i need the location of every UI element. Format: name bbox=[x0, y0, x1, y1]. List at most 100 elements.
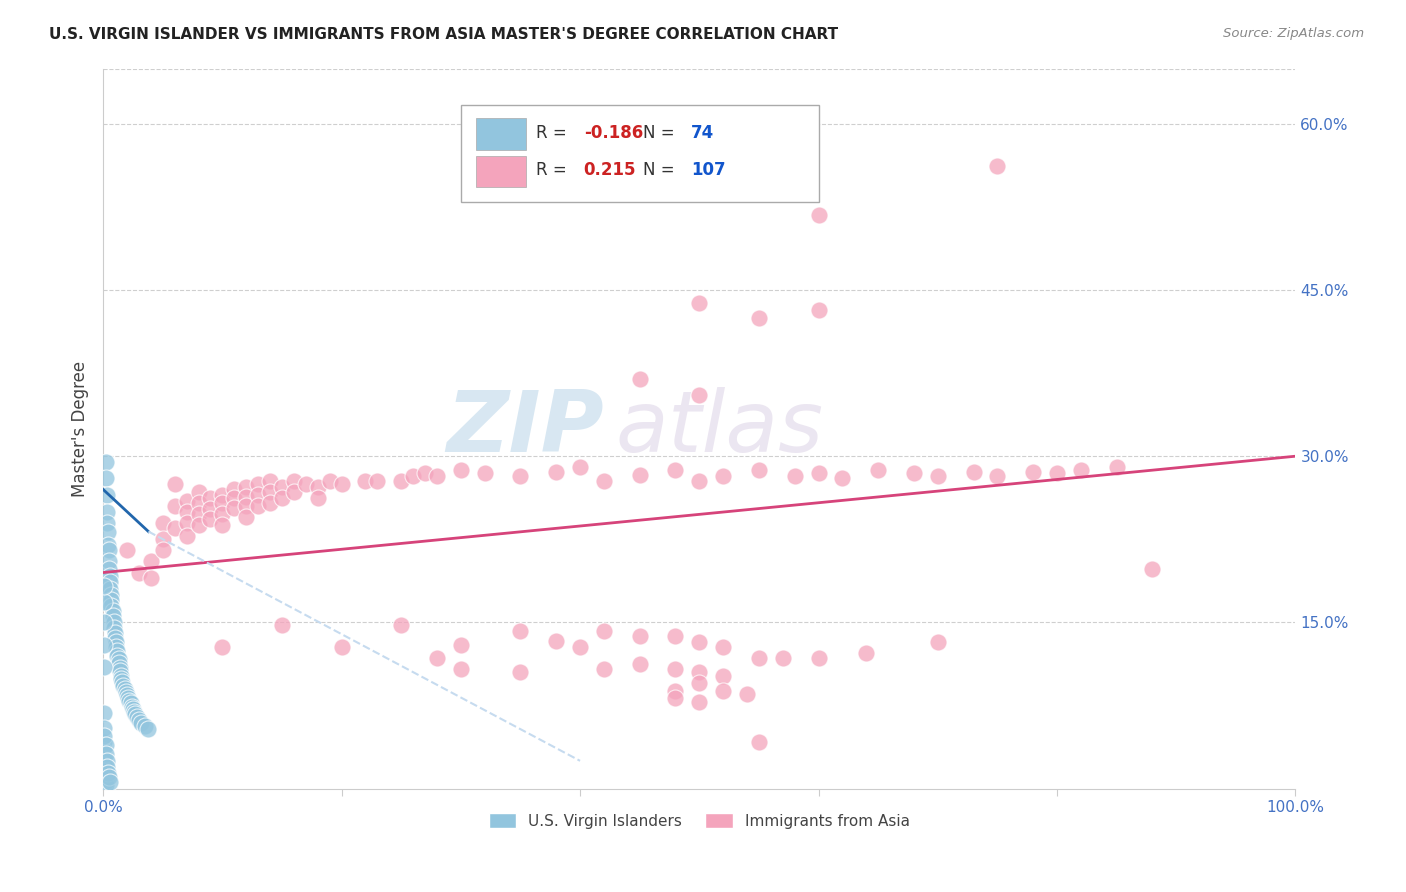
Point bbox=[93, 659, 115, 673]
Point bbox=[211, 507, 233, 521]
Text: ZIP: ZIP bbox=[446, 387, 605, 470]
Point bbox=[509, 469, 531, 483]
Point bbox=[93, 730, 115, 744]
Point bbox=[93, 751, 115, 765]
Point bbox=[93, 735, 115, 749]
Point bbox=[748, 650, 770, 665]
Point bbox=[450, 638, 472, 652]
Point bbox=[98, 543, 121, 558]
Point bbox=[783, 469, 806, 483]
Point bbox=[122, 705, 145, 719]
Point bbox=[124, 707, 146, 722]
Point bbox=[283, 474, 305, 488]
Text: U.S. VIRGIN ISLANDER VS IMMIGRANTS FROM ASIA MASTER'S DEGREE CORRELATION CHART: U.S. VIRGIN ISLANDER VS IMMIGRANTS FROM … bbox=[49, 27, 838, 42]
Point bbox=[664, 629, 686, 643]
Point bbox=[711, 469, 734, 483]
Point bbox=[664, 684, 686, 698]
Point bbox=[118, 694, 141, 708]
Point bbox=[176, 505, 198, 519]
Y-axis label: Master's Degree: Master's Degree bbox=[72, 360, 89, 497]
Point bbox=[831, 471, 853, 485]
Point bbox=[115, 689, 138, 703]
Point bbox=[94, 778, 117, 792]
Point bbox=[271, 617, 294, 632]
Point bbox=[98, 562, 121, 576]
Legend: U.S. Virgin Islanders, Immigrants from Asia: U.S. Virgin Islanders, Immigrants from A… bbox=[482, 806, 917, 835]
Point bbox=[114, 685, 136, 699]
Point bbox=[129, 716, 152, 731]
Point bbox=[330, 476, 353, 491]
Point bbox=[96, 760, 118, 774]
Point bbox=[98, 569, 121, 583]
Point bbox=[927, 469, 949, 483]
Point bbox=[117, 690, 139, 705]
Point bbox=[176, 529, 198, 543]
Point bbox=[807, 208, 830, 222]
Point bbox=[108, 664, 131, 678]
Point bbox=[807, 466, 830, 480]
Point bbox=[94, 455, 117, 469]
Point bbox=[200, 491, 222, 506]
Point bbox=[224, 483, 246, 497]
Point bbox=[593, 624, 616, 639]
Point bbox=[104, 631, 127, 645]
Text: atlas: atlas bbox=[616, 387, 824, 470]
Point bbox=[93, 579, 115, 593]
Point bbox=[247, 499, 270, 513]
Point bbox=[107, 648, 129, 663]
Point bbox=[97, 524, 120, 539]
Point bbox=[711, 668, 734, 682]
Text: R =: R = bbox=[536, 161, 572, 179]
Point bbox=[176, 516, 198, 530]
Point bbox=[96, 754, 118, 768]
Point bbox=[94, 773, 117, 788]
Point bbox=[748, 186, 770, 200]
Text: -0.186: -0.186 bbox=[583, 124, 643, 142]
Point bbox=[259, 474, 281, 488]
Text: Source: ZipAtlas.com: Source: ZipAtlas.com bbox=[1223, 27, 1364, 40]
Point bbox=[176, 493, 198, 508]
Point bbox=[187, 507, 209, 521]
Point bbox=[125, 709, 148, 723]
Point bbox=[450, 462, 472, 476]
Point bbox=[569, 460, 592, 475]
Point bbox=[986, 469, 1008, 483]
Point bbox=[748, 462, 770, 476]
Point bbox=[211, 496, 233, 510]
Point bbox=[111, 675, 134, 690]
Point bbox=[413, 466, 436, 480]
Point bbox=[93, 615, 115, 630]
Point bbox=[152, 543, 174, 558]
Point bbox=[235, 499, 257, 513]
Point bbox=[509, 624, 531, 639]
Point bbox=[235, 490, 257, 504]
Point bbox=[96, 488, 118, 502]
Point bbox=[108, 661, 131, 675]
Point bbox=[110, 668, 132, 682]
Point bbox=[271, 491, 294, 506]
Point bbox=[110, 672, 132, 686]
Point bbox=[187, 517, 209, 532]
Point bbox=[927, 635, 949, 649]
Point bbox=[128, 713, 150, 727]
Point bbox=[103, 621, 125, 635]
Point bbox=[97, 766, 120, 780]
Point bbox=[688, 474, 710, 488]
Point bbox=[115, 543, 138, 558]
Point bbox=[163, 521, 186, 535]
Point bbox=[986, 159, 1008, 173]
Point bbox=[546, 634, 568, 648]
Point bbox=[855, 646, 877, 660]
Point bbox=[807, 303, 830, 318]
Point bbox=[962, 465, 984, 479]
Point bbox=[105, 640, 128, 654]
Point bbox=[93, 595, 115, 609]
Text: 107: 107 bbox=[690, 161, 725, 179]
Point bbox=[93, 758, 115, 772]
Point bbox=[98, 554, 121, 568]
Point bbox=[104, 626, 127, 640]
Point bbox=[105, 635, 128, 649]
Point bbox=[664, 690, 686, 705]
Point bbox=[94, 747, 117, 762]
Point bbox=[98, 771, 121, 785]
